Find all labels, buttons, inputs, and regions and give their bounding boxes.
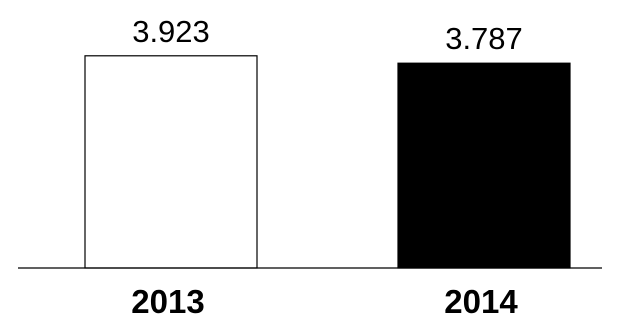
bar-2013 (84, 55, 258, 269)
bar-2014 (397, 62, 571, 269)
category-label-2013: 2013 (131, 283, 204, 320)
bars-group (84, 55, 571, 269)
value-label-2014: 3.787 (445, 21, 523, 56)
category-label-2014: 2014 (444, 283, 518, 320)
category-labels-group: 2013 2014 (131, 283, 518, 320)
value-label-2013: 3.923 (132, 14, 210, 49)
value-labels-group: 3.923 3.787 (132, 14, 523, 56)
